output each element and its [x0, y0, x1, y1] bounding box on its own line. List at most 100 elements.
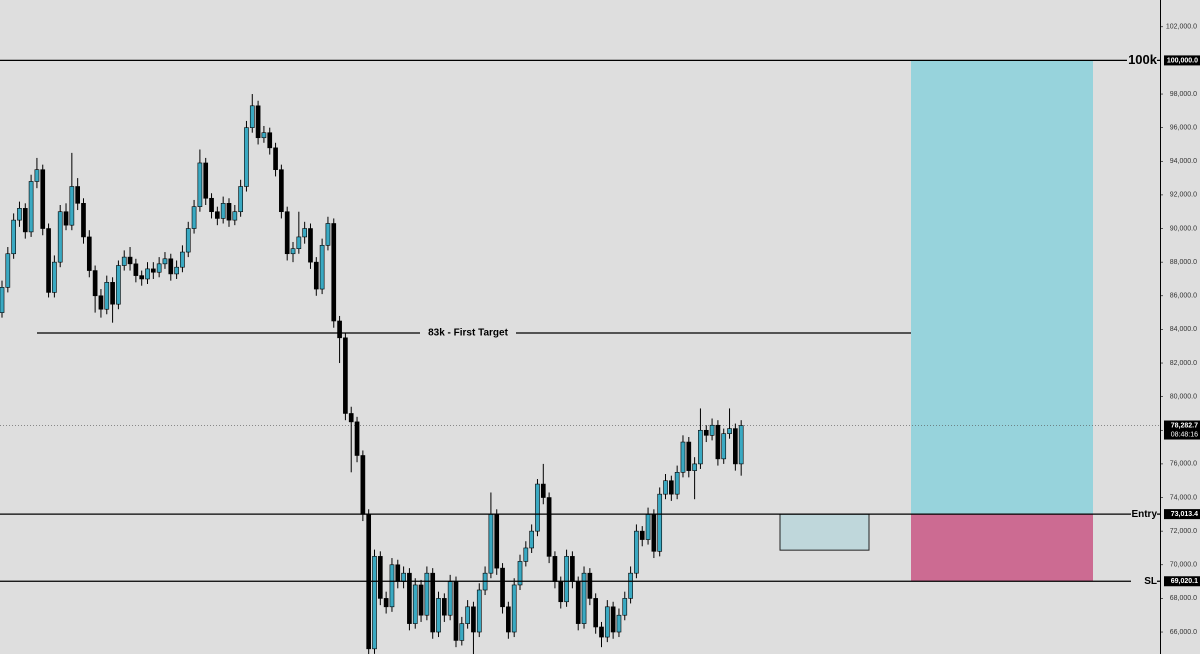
- candle-body: [98, 295, 104, 310]
- candle-body: [540, 483, 546, 498]
- candle-body: [570, 556, 575, 582]
- candle-body: [721, 433, 727, 460]
- y-tick-label: 96,000.0: [1170, 124, 1197, 131]
- candle-body: [255, 105, 261, 139]
- candle-body: [657, 493, 663, 552]
- candle-body: [168, 258, 174, 275]
- candle-body: [279, 169, 284, 213]
- candle-body: [500, 567, 505, 608]
- candle-body: [674, 472, 680, 495]
- zone: [779, 513, 870, 551]
- candle-body: [389, 564, 395, 608]
- candle-body: [92, 270, 98, 297]
- candle-body: [75, 186, 81, 204]
- price-tag: [1164, 55, 1200, 66]
- candle-body: [46, 228, 51, 293]
- candle-body: [162, 258, 168, 265]
- candle-body: [546, 497, 552, 557]
- candle-body: [599, 626, 604, 638]
- candle-body: [511, 584, 517, 633]
- candle-body: [377, 556, 383, 599]
- candle-body: [442, 598, 447, 616]
- candle-body: [686, 441, 692, 471]
- candle-body: [261, 132, 267, 139]
- candle-body: [733, 428, 738, 465]
- candle-body: [104, 282, 110, 310]
- candle-body: [383, 598, 389, 608]
- candle-body: [267, 132, 273, 149]
- candle-body: [738, 425, 744, 465]
- candle-body: [28, 181, 34, 233]
- candle-body: [447, 581, 453, 616]
- price-tag-label: 69,020.1: [1171, 578, 1198, 585]
- candle-body: [604, 606, 610, 638]
- level-label: SL: [1144, 576, 1157, 587]
- y-tick-label: 102,000.0: [1166, 24, 1197, 31]
- candle-body: [628, 572, 633, 599]
- y-tick-label: 72,000.0: [1170, 528, 1197, 535]
- candle-body: [215, 211, 220, 219]
- candle-body: [692, 463, 697, 471]
- candle-body: [121, 256, 127, 266]
- candle-body: [581, 572, 587, 624]
- candle-body: [232, 211, 238, 221]
- y-tick-label: 92,000.0: [1170, 192, 1197, 199]
- candle-body: [319, 245, 325, 290]
- y-tick-label: 80,000.0: [1170, 393, 1197, 400]
- candle-body: [34, 169, 40, 182]
- candle-body: [5, 253, 11, 288]
- candle-body: [150, 268, 156, 273]
- candle-body: [715, 424, 721, 460]
- candle-body: [127, 256, 133, 265]
- candle-body: [698, 429, 703, 465]
- y-tick-label: 82,000.0: [1170, 360, 1197, 367]
- level-label-bg: [1131, 507, 1157, 522]
- candle-body: [401, 572, 406, 582]
- candle-body: [436, 598, 441, 633]
- candle-body: [616, 614, 622, 633]
- candle-body: [11, 219, 16, 255]
- level-label: 100k: [1128, 52, 1158, 67]
- candle-body: [302, 228, 307, 238]
- candle-body: [471, 606, 476, 633]
- level-label-bg: [1131, 574, 1157, 589]
- candle-body: [343, 337, 348, 414]
- candle-body: [575, 581, 581, 624]
- candle-body: [145, 268, 150, 280]
- level-label: 83k - First Target: [428, 328, 509, 339]
- candle-body: [523, 547, 529, 562]
- candle-body: [22, 208, 28, 233]
- candle-body: [412, 584, 418, 624]
- candle-body: [424, 572, 430, 616]
- candle-body: [476, 589, 482, 633]
- candle-body: [139, 275, 145, 280]
- price-axis-bg: [1160, 0, 1200, 654]
- candle-body: [185, 228, 191, 253]
- candle-body: [249, 105, 255, 128]
- candle-body: [313, 261, 319, 290]
- candle-body: [290, 248, 296, 255]
- y-tick-label: 94,000.0: [1170, 158, 1197, 165]
- candle-body: [191, 206, 197, 229]
- y-tick-label: 98,000.0: [1170, 91, 1197, 98]
- y-tick-label: 70,000.0: [1170, 562, 1197, 569]
- level-label-bg: [1127, 53, 1157, 68]
- candle-body: [593, 598, 599, 628]
- candle-body: [203, 162, 209, 199]
- candle-body: [372, 556, 377, 650]
- candle-body: [552, 556, 558, 582]
- candle-body: [209, 197, 214, 213]
- candle-body: [354, 421, 360, 456]
- candle-body: [116, 265, 121, 305]
- last-price-tag: [1164, 420, 1200, 440]
- y-tick-label: 90,000.0: [1170, 225, 1197, 232]
- candle-body: [57, 211, 63, 263]
- y-tick-label: 76,000.0: [1170, 461, 1197, 468]
- candle-body: [0, 287, 5, 313]
- level-label: Entry: [1131, 509, 1157, 520]
- level-label-bg: [420, 326, 516, 341]
- candle-body: [587, 572, 593, 599]
- candle-body: [296, 236, 302, 250]
